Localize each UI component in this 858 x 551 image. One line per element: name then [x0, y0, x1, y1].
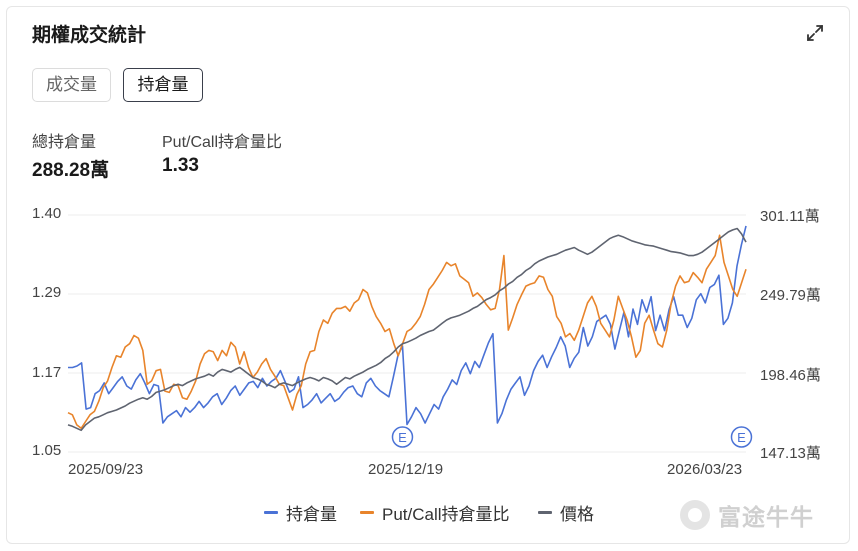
legend-swatch	[538, 511, 552, 514]
left-axis-tick: 1.29	[32, 284, 62, 301]
x-axis-tick: 2025/12/19	[368, 461, 444, 478]
total-open-interest-value: 288.28萬	[32, 160, 110, 181]
x-axis-tick: 2026/03/23	[667, 461, 743, 478]
legend-item-put-call-ratio[interactable]: Put/Call持倉量比	[360, 500, 510, 525]
right-axis-tick: 198.46萬	[760, 367, 821, 384]
series-line-price	[67, 227, 747, 432]
left-axis-tick: 1.17	[32, 364, 62, 381]
watermark: 富途牛牛	[680, 498, 814, 532]
series-line-open-interest	[68, 225, 747, 426]
legend-swatch	[264, 511, 278, 514]
legend-label: Put/Call持倉量比	[382, 505, 510, 524]
right-axis-tick: 147.13萬	[760, 445, 821, 462]
page-title: 期權成交統計	[32, 25, 147, 46]
put-call-ratio-value: 1.33	[162, 155, 199, 176]
tab-open-interest[interactable]: 持倉量	[123, 68, 203, 102]
legend-label: 價格	[560, 505, 594, 524]
earnings-marker[interactable]: E	[391, 426, 414, 448]
series-line-put-call-ratio	[67, 234, 747, 430]
left-axis-tick: 1.40	[32, 205, 62, 222]
right-axis-tick: 301.11萬	[760, 208, 820, 225]
put-call-ratio-label: Put/Call持倉量比	[162, 134, 283, 151]
legend-label: 持倉量	[286, 505, 337, 524]
x-axis-tick: 2025/09/23	[68, 461, 144, 478]
total-open-interest-label: 總持倉量	[32, 134, 97, 151]
earnings-marker-label: E	[398, 430, 407, 445]
legend-item-price[interactable]: 價格	[538, 500, 594, 525]
legend-item-open-interest[interactable]: 持倉量	[264, 500, 337, 525]
earnings-marker[interactable]: E	[730, 426, 753, 448]
left-axis-tick: 1.05	[32, 442, 62, 459]
earnings-marker-label: E	[737, 430, 746, 445]
expand-icon[interactable]	[804, 22, 826, 44]
right-axis-tick: 249.79萬	[760, 287, 821, 304]
legend-swatch	[360, 511, 374, 514]
watermark-text: 富途牛牛	[718, 504, 814, 530]
tab-volume[interactable]: 成交量	[32, 68, 111, 102]
futu-logo-icon	[680, 500, 710, 530]
